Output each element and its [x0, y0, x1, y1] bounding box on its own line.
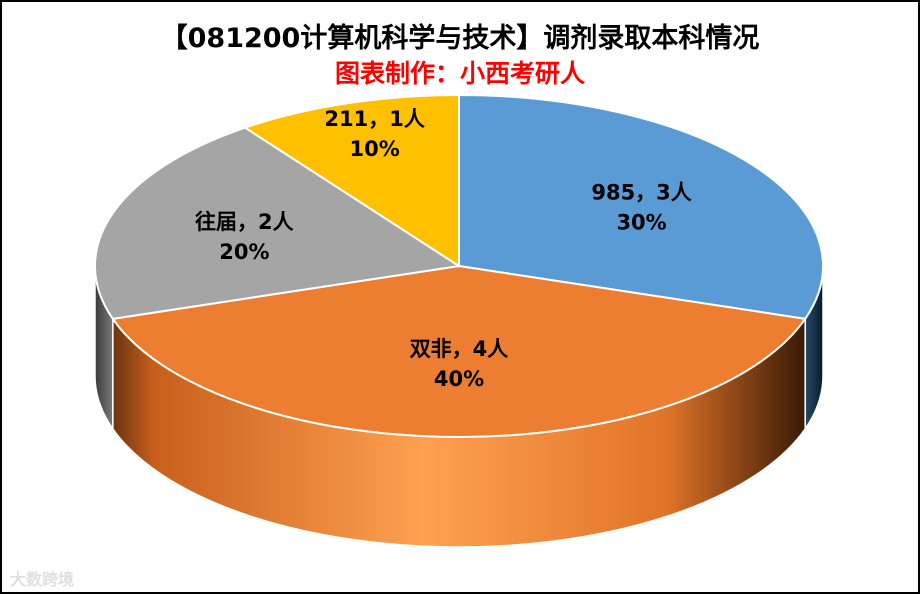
pie-slice-985 — [458, 93, 824, 320]
slice-percent-211: 10% — [350, 137, 400, 161]
slice-label-985: 985，3人 — [591, 181, 691, 205]
pie-slice-往届 — [94, 126, 462, 320]
pie-slices — [94, 93, 824, 439]
pie-labels: 985，3人 30% 双非，4人 40% 往届，2人 20% 211，1人 10% — [195, 107, 692, 391]
slice-label-211: 211，1人 — [324, 107, 424, 131]
slice-label-双非: 双非，4人 — [410, 337, 509, 361]
pie-slice-双非 — [111, 264, 807, 439]
slice-percent-985: 30% — [616, 211, 666, 235]
watermark-text: 大数跨境 — [10, 570, 75, 589]
chart-title: 【081200计算机科学与技术】调剂录取本科情况 — [160, 23, 760, 54]
chart-subtitle: 图表制作：小西考研人 — [334, 59, 585, 88]
slice-label-往届: 往届，2人 — [195, 210, 294, 234]
slice-percent-双非: 40% — [434, 367, 484, 391]
slice-percent-往届: 20% — [219, 240, 269, 264]
pie-slice-211 — [242, 93, 460, 268]
